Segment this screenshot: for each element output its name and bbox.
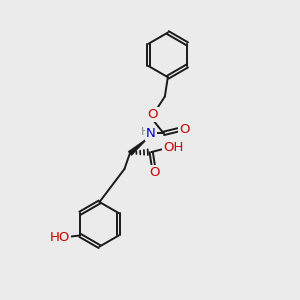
Text: O: O [147,108,158,122]
Text: N: N [146,127,155,140]
Text: O: O [179,123,190,136]
Text: HO: HO [50,231,70,244]
Text: OH: OH [163,141,183,154]
Polygon shape [128,136,151,156]
Text: H: H [141,127,149,136]
Text: O: O [149,167,160,179]
